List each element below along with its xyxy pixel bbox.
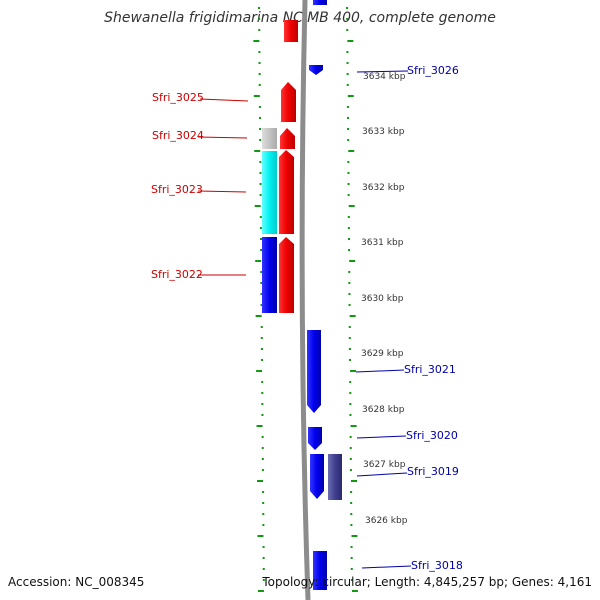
gene-label-sfri-3024[interactable]: Sfri_3024 bbox=[152, 129, 204, 142]
gene-feature bbox=[284, 20, 298, 42]
gene-feature bbox=[280, 128, 295, 149]
gene-label-sfri-3020[interactable]: Sfri_3020 bbox=[406, 429, 458, 442]
gene-feature bbox=[279, 150, 294, 234]
gene-label-sfri-3026[interactable]: Sfri_3026 bbox=[407, 64, 459, 77]
gene-label-sfri-3019[interactable]: Sfri_3019 bbox=[407, 465, 459, 478]
gene-feature bbox=[328, 454, 342, 500]
gene-feature bbox=[262, 128, 277, 149]
kbp-tick-label: 3627 kbp bbox=[363, 460, 406, 470]
gene-feature bbox=[262, 237, 277, 313]
gene-label-sfri-3018[interactable]: Sfri_3018 bbox=[411, 559, 463, 572]
left-tick-track bbox=[253, 7, 265, 592]
gene-feature bbox=[308, 427, 322, 450]
kbp-tick-label: 3626 kbp bbox=[365, 516, 408, 526]
gene-feature bbox=[313, 551, 327, 590]
map-title: Shewanella frigidimarina NCIMB 400, comp… bbox=[104, 10, 496, 26]
kbp-tick-label: 3628 kbp bbox=[362, 405, 405, 415]
gene-label-sfri-3021[interactable]: Sfri_3021 bbox=[404, 363, 456, 376]
right-leader-lines bbox=[355, 70, 412, 569]
kbp-tick-label: 3633 kbp bbox=[362, 127, 405, 137]
gene-label-sfri-3022[interactable]: Sfri_3022 bbox=[151, 268, 203, 281]
right-tick-track bbox=[346, 7, 358, 592]
gene-feature bbox=[279, 237, 294, 313]
topology-text: Topology: circular; Length: 4,845,257 bp… bbox=[262, 575, 592, 589]
kbp-tick-label: 3629 kbp bbox=[361, 349, 404, 359]
left-leader-lines bbox=[197, 98, 249, 276]
gene-label-sfri-3025[interactable]: Sfri_3025 bbox=[152, 91, 204, 104]
kbp-tick-label: 3631 kbp bbox=[361, 238, 404, 248]
kbp-tick-label: 3630 kbp bbox=[361, 294, 404, 304]
gene-feature bbox=[307, 330, 321, 413]
gene-feature bbox=[310, 454, 324, 499]
gene-feature bbox=[262, 151, 277, 234]
kbp-tick-label: 3632 kbp bbox=[362, 183, 405, 193]
genome-backbone bbox=[299, 0, 311, 600]
kbp-tick-label: 3634 kbp bbox=[363, 72, 406, 82]
accession-text: Accession: NC_008345 bbox=[8, 575, 145, 589]
gene-feature bbox=[281, 82, 296, 122]
gene-label-sfri-3023[interactable]: Sfri_3023 bbox=[151, 183, 203, 196]
gene-feature bbox=[313, 0, 327, 5]
gene-feature bbox=[309, 65, 323, 75]
